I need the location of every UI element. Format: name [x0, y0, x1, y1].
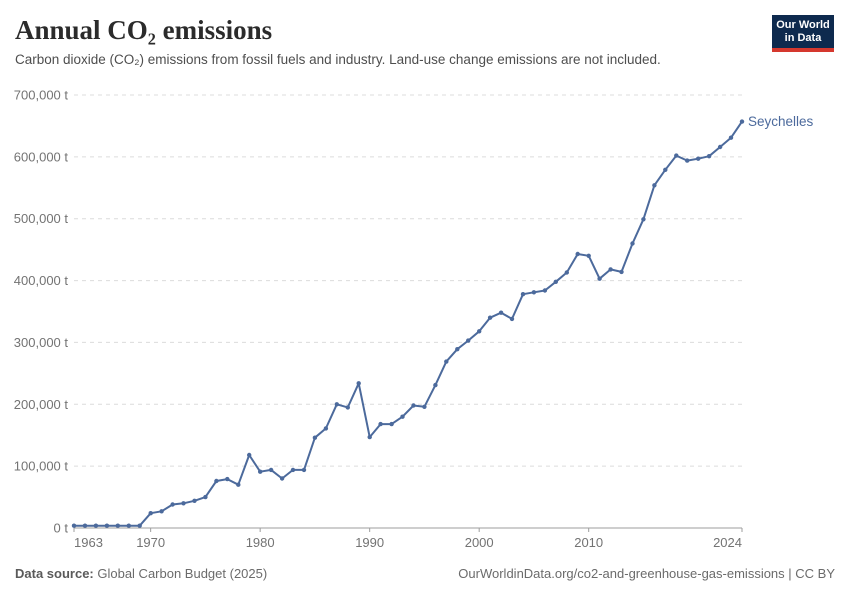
x-tick-label: 1970: [136, 535, 165, 550]
logo-red-bar: [772, 48, 834, 52]
data-point: [520, 292, 526, 297]
data-point: [564, 270, 569, 275]
y-tick-label: 500,000 t: [14, 211, 69, 226]
data-point: [312, 435, 318, 440]
data-point: [290, 467, 296, 473]
data-point: [411, 403, 416, 408]
data-point: [279, 476, 285, 481]
data-point: [247, 452, 252, 458]
x-tick-label: 1980: [246, 535, 275, 550]
owid-logo-box: Our World in Data: [772, 15, 834, 48]
data-source-label: Data source:: [15, 566, 94, 581]
data-point: [685, 158, 690, 163]
data-point: [323, 426, 329, 431]
data-point: [159, 509, 164, 514]
data-point: [739, 119, 745, 124]
data-point: [597, 276, 602, 281]
data-point: [652, 183, 657, 188]
data-point: [433, 382, 438, 388]
logo-line2: in Data: [784, 32, 822, 44]
data-point: [663, 167, 668, 172]
data-point: [225, 476, 230, 482]
logo-line1: Our World: [776, 19, 830, 31]
data-point: [608, 267, 613, 272]
chart-footer: Data source: Global Carbon Budget (2025)…: [15, 566, 835, 581]
data-source-value: Global Carbon Budget (2025): [93, 566, 268, 581]
y-tick-label: 600,000 t: [14, 149, 69, 164]
x-tick-label: 2000: [465, 535, 494, 550]
data-point: [115, 523, 121, 528]
series-label-seychelles[interactable]: Seychelles: [748, 114, 814, 129]
data-point: [71, 523, 77, 528]
y-tick-label: 0 t: [54, 521, 69, 536]
data-point: [82, 523, 88, 528]
data-point: [301, 467, 307, 473]
data-point: [498, 310, 504, 315]
data-point: [389, 421, 394, 427]
data-point: [553, 279, 558, 284]
data-point: [706, 154, 712, 159]
data-line: [73, 120, 743, 527]
footer-link[interactable]: OurWorldinData.org/co2-and-greenhouse-ga…: [458, 566, 835, 581]
data-point: [400, 414, 405, 419]
data-point: [641, 217, 646, 222]
chart-title: Annual CO₂ emissions: [15, 15, 273, 45]
data-point: [477, 329, 482, 334]
data-point: [345, 405, 350, 410]
data-point: [148, 511, 153, 516]
data-point: [422, 404, 427, 409]
data-point: [203, 494, 208, 500]
data-point: [104, 523, 110, 528]
data-point: [268, 467, 274, 473]
x-tick-label: 2024: [713, 535, 742, 550]
y-tick-label: 300,000 t: [14, 335, 69, 350]
line-chart: 0 t 100,000 t 200,000 t 300,000 t 400,000 t 5…: [14, 88, 814, 551]
data-point: [181, 501, 186, 506]
data-point: [531, 290, 537, 295]
data-point: [674, 153, 679, 158]
x-tick-label: 2010: [574, 535, 603, 550]
data-point: [367, 434, 372, 440]
data-point: [630, 241, 635, 246]
data-point: [356, 381, 361, 386]
data-point: [192, 498, 197, 503]
data-point: [214, 478, 219, 484]
data-point: [258, 469, 263, 474]
y-tick-label: 100,000 t: [14, 459, 69, 474]
y-tick-label: 400,000 t: [14, 273, 69, 288]
data-point: [542, 288, 548, 293]
data-point: [466, 338, 471, 343]
data-point: [170, 502, 175, 507]
data-point: [487, 315, 493, 320]
data-point: [378, 421, 383, 427]
x-tick-label: 1963: [74, 535, 103, 550]
data-point: [444, 359, 449, 364]
data-point: [93, 523, 99, 528]
data-point: [586, 253, 591, 258]
data-point: [717, 144, 723, 150]
chart-subtitle: Carbon dioxide (CO₂) emissions from foss…: [15, 52, 661, 67]
data-point: [619, 269, 624, 275]
data-point: [334, 402, 339, 407]
data-point: [509, 316, 515, 322]
data-point: [696, 156, 701, 161]
data-point: [455, 347, 460, 352]
owid-logo[interactable]: Our World in Data: [772, 15, 834, 52]
data-source: Data source: Global Carbon Budget (2025): [15, 566, 267, 581]
data-point: [728, 135, 734, 140]
y-tick-label: 700,000 t: [14, 88, 69, 103]
data-point: [126, 523, 131, 528]
x-tick-label: 1990: [355, 535, 384, 550]
y-tick-label: 200,000 t: [14, 397, 69, 412]
data-point: [236, 482, 241, 487]
data-point: [137, 523, 142, 528]
data-point: [575, 251, 580, 257]
